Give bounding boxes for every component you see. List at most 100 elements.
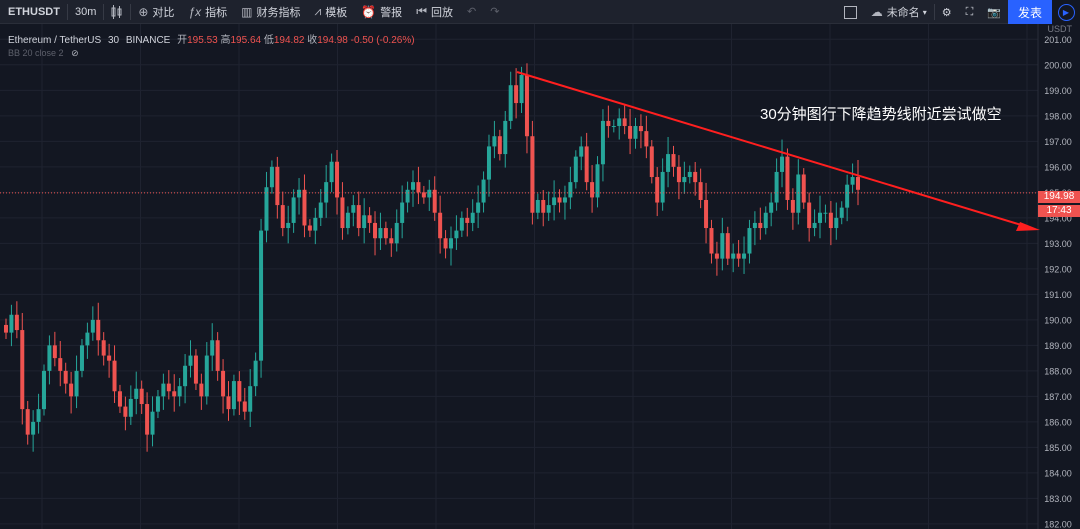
snapshot-button[interactable]: 📷 (980, 0, 1008, 24)
candle-body (291, 197, 296, 223)
price-tick-label: 198.00 (1044, 111, 1072, 121)
settings-button[interactable]: ⚙ (935, 0, 959, 24)
price-tick-label: 199.00 (1044, 86, 1072, 96)
candle-body (74, 370, 79, 397)
publish-button[interactable]: 发表 (1007, 0, 1052, 24)
low-label: 低 (263, 35, 274, 46)
price-tick-label: 192.00 (1044, 264, 1072, 274)
candle-body (177, 386, 182, 397)
close-value: 194.98 (317, 35, 348, 46)
candle-body (687, 171, 692, 178)
eye-off-icon[interactable]: ⊘ (71, 48, 79, 58)
candle-body (215, 340, 220, 371)
legend-interval: 30 (107, 35, 120, 46)
cloud-icon: ☁ (870, 5, 883, 19)
countdown-tag: 17:43 (1038, 205, 1080, 217)
alert-button[interactable]: ⏰ 警报 (354, 0, 409, 24)
toolbar-right: ☁ 未命名 ▾ ⚙ ⛶ 📷 发表 ▶ (837, 0, 1080, 24)
candle-body (69, 383, 74, 397)
play-button[interactable]: ▶ (1052, 0, 1080, 24)
candle-body (139, 388, 144, 405)
candle-body (302, 189, 307, 226)
candle-body (280, 205, 285, 229)
price-tick-label: 183.00 (1044, 494, 1072, 504)
chart-type-button[interactable] (104, 0, 130, 24)
candle-body (145, 404, 150, 435)
candle-body (204, 355, 209, 397)
chart-annotation[interactable]: 30分钟图行下降趋势线附近尝试做空 (760, 106, 1002, 123)
indicators-button[interactable]: ƒx 指标 (181, 0, 234, 24)
fx-icon: ƒx (188, 4, 202, 19)
candle-body (736, 253, 741, 259)
candle-body (633, 126, 638, 139)
layout-name-button[interactable]: ☁ 未命名 ▾ (864, 0, 934, 24)
candle-body (421, 192, 426, 198)
candle-body (671, 154, 676, 167)
toolbar-divider (933, 4, 935, 20)
indicator-legend[interactable]: BB 20 close 2 ⊘ (8, 48, 79, 59)
candle-body (378, 228, 383, 239)
candle-body (85, 332, 90, 346)
top-toolbar: ETHUSDT 30m ⊕ 对比 ƒx 指标 ▥ 财务指标 ⩘ 模板 ⏰ 警报 … (0, 0, 1080, 24)
candle-body (389, 238, 394, 244)
undo-button[interactable]: ↶ (460, 0, 483, 24)
compare-button[interactable]: ⊕ 对比 (131, 0, 181, 24)
candle-body (210, 340, 215, 356)
candle-body (297, 189, 302, 198)
candle-body (248, 386, 253, 412)
candle-body (438, 212, 443, 239)
candle-body (530, 136, 535, 213)
currency-unit[interactable]: USDT (1047, 24, 1073, 34)
candle-body (79, 345, 84, 371)
candle-body (188, 355, 193, 366)
candle-body (774, 171, 779, 203)
candle-body (796, 174, 801, 213)
compare-label: 对比 (152, 6, 175, 19)
candle-body (850, 177, 855, 185)
candle-body (709, 228, 714, 254)
financials-button[interactable]: ▥ 财务指标 (234, 0, 307, 24)
candles-icon (111, 4, 122, 19)
symbol-legend: Ethereum / TetherUS 30 BINANCE 开195.53 高… (8, 31, 415, 46)
low-value: 194.82 (273, 35, 305, 46)
candle-body (785, 156, 790, 200)
candle-body (259, 230, 264, 361)
candle-body (546, 205, 551, 213)
price-axis[interactable]: 182.00 183.00 184.00 185.00 186.00 187.00 188.… (1037, 24, 1080, 529)
candle-body (801, 174, 806, 203)
price-chart[interactable]: 182.00 183.00 184.00 185.00 186.00 187.00 188.… (0, 24, 1080, 529)
price-tick-label: 187.00 (1044, 392, 1072, 402)
templates-button[interactable]: ⩘ 模板 (307, 0, 354, 24)
candle-body (470, 212, 475, 223)
candle-body (356, 205, 361, 229)
open-label: 开 (177, 35, 188, 46)
trendline[interactable] (516, 71, 1040, 231)
candle-body (345, 212, 350, 229)
candle-body (172, 391, 177, 397)
candle-body (427, 189, 432, 198)
candle-body (676, 166, 681, 183)
redo-button[interactable]: ↷ (483, 0, 506, 24)
candle-body (731, 253, 736, 259)
candle-body (123, 406, 128, 417)
candle-body (758, 222, 763, 229)
candle-body (269, 166, 274, 188)
candle-body (373, 222, 378, 239)
candle-body (763, 212, 768, 229)
multi-chart-layout-button[interactable] (837, 0, 864, 24)
price-tick-label: 196.00 (1044, 162, 1072, 172)
candle-body (340, 197, 345, 229)
candle-body (14, 314, 19, 331)
candle-body (714, 253, 719, 259)
replay-button[interactable]: ⏮ 回放 (409, 0, 460, 24)
price-tick-label: 188.00 (1044, 366, 1072, 376)
fullscreen-button[interactable]: ⛶ (959, 0, 981, 24)
price-tick-label: 197.00 (1044, 137, 1072, 147)
price-tick-label: 189.00 (1044, 341, 1072, 351)
symbol-search[interactable]: ETHUSDT (8, 5, 60, 18)
interval-selector[interactable]: 30m (74, 5, 97, 18)
candle-body (63, 370, 68, 384)
price-tick-label: 194.00 (1044, 213, 1072, 223)
candle-body (600, 120, 605, 165)
price-tick-label: 190.00 (1044, 315, 1072, 325)
